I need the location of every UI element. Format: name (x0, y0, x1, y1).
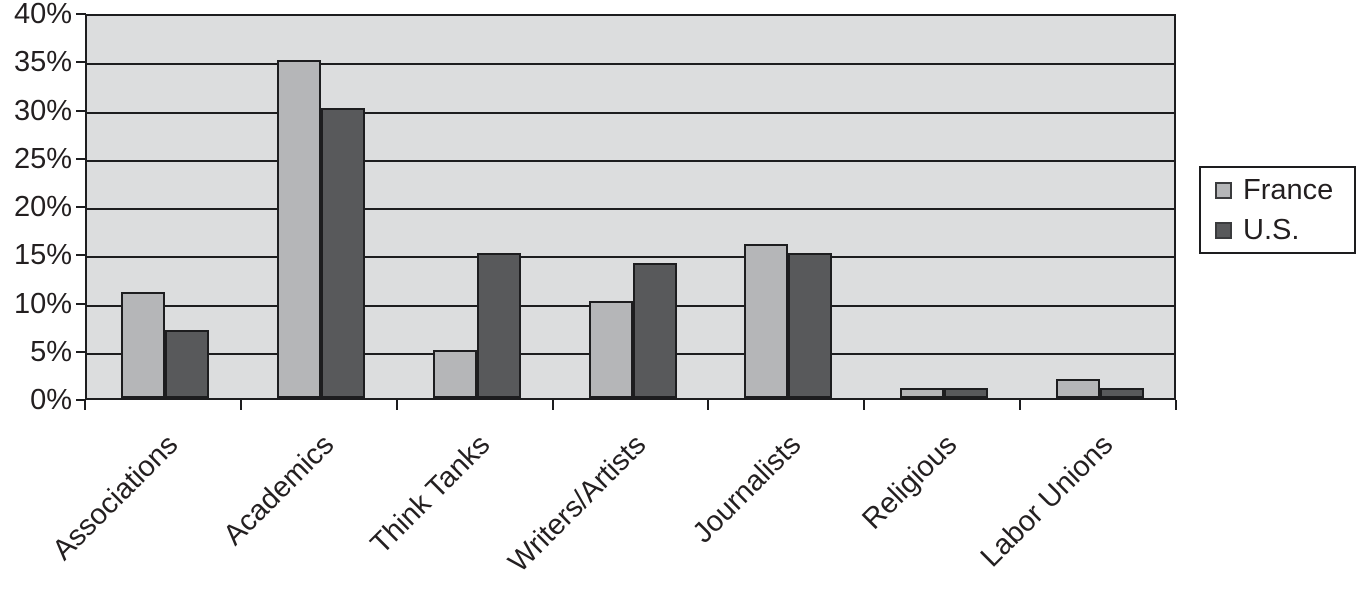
bar-u-s--journalists (788, 253, 832, 398)
y-axis-tick-label: 10% (13, 287, 72, 320)
bar-france-religious (900, 388, 944, 398)
bar-u-s--academics (321, 108, 365, 398)
y-axis-tick-mark (76, 157, 86, 160)
x-axis-tick-mark (551, 400, 554, 410)
bar-u-s--associations (165, 330, 209, 398)
bar-u-s--labor-unions (1100, 388, 1144, 398)
y-axis-tick-mark (76, 399, 86, 401)
y-axis-tick-mark (76, 13, 86, 15)
gridline (87, 208, 1174, 210)
y-axis-tick-label: 35% (13, 46, 72, 79)
legend-swatch-france (1215, 181, 1232, 199)
legend: France U.S. (1199, 166, 1356, 254)
gridline (87, 159, 1174, 162)
legend-swatch-us (1215, 221, 1232, 239)
y-axis-tick-mark (76, 206, 86, 208)
x-axis-tick-mark (239, 400, 242, 410)
bar-france-think-tanks (433, 350, 477, 398)
y-axis-tick-label: 30% (13, 94, 72, 127)
plot-area (85, 14, 1176, 400)
x-axis-category-label-associations: Associations (46, 428, 185, 567)
y-axis-tick-mark (76, 109, 86, 112)
gridline (87, 111, 1174, 114)
y-axis-tick-mark (76, 350, 86, 353)
gridline (87, 63, 1174, 66)
legend-label-us: U.S. (1243, 214, 1300, 246)
bar-france-academics (277, 60, 321, 398)
bar-u-s--think-tanks (477, 253, 521, 398)
x-axis-tick-mark (707, 400, 710, 410)
bar-france-writers-artists (589, 301, 633, 398)
y-axis-tick-mark (76, 254, 86, 257)
y-axis-tick-label: 25% (13, 142, 72, 175)
y-axis-tick-mark (76, 302, 86, 305)
legend-item-us: U.S. (1215, 214, 1354, 246)
bar-france-journalists (744, 244, 788, 398)
x-axis-tick-mark (84, 400, 86, 410)
y-axis-tick-label: 20% (13, 191, 72, 223)
y-axis-tick-label: 5% (30, 335, 72, 368)
legend-label-france: France (1243, 174, 1334, 206)
bar-u-s--religious (944, 388, 988, 398)
y-axis-tick-label: 40% (13, 0, 72, 30)
bar-u-s--writers-artists (633, 263, 677, 398)
y-axis-tick-label: 0% (30, 384, 72, 416)
y-axis-tick-mark (76, 61, 86, 64)
legend-item-france: France (1215, 174, 1354, 206)
x-axis-tick-mark (863, 400, 866, 410)
x-axis-tick-mark (1175, 400, 1177, 410)
bar-france-associations (121, 292, 165, 398)
y-axis-tick-label: 15% (13, 239, 72, 272)
bar-france-labor-unions (1056, 379, 1100, 398)
x-axis-tick-mark (395, 400, 398, 410)
x-axis-tick-mark (1019, 400, 1022, 410)
gridline (87, 256, 1174, 259)
